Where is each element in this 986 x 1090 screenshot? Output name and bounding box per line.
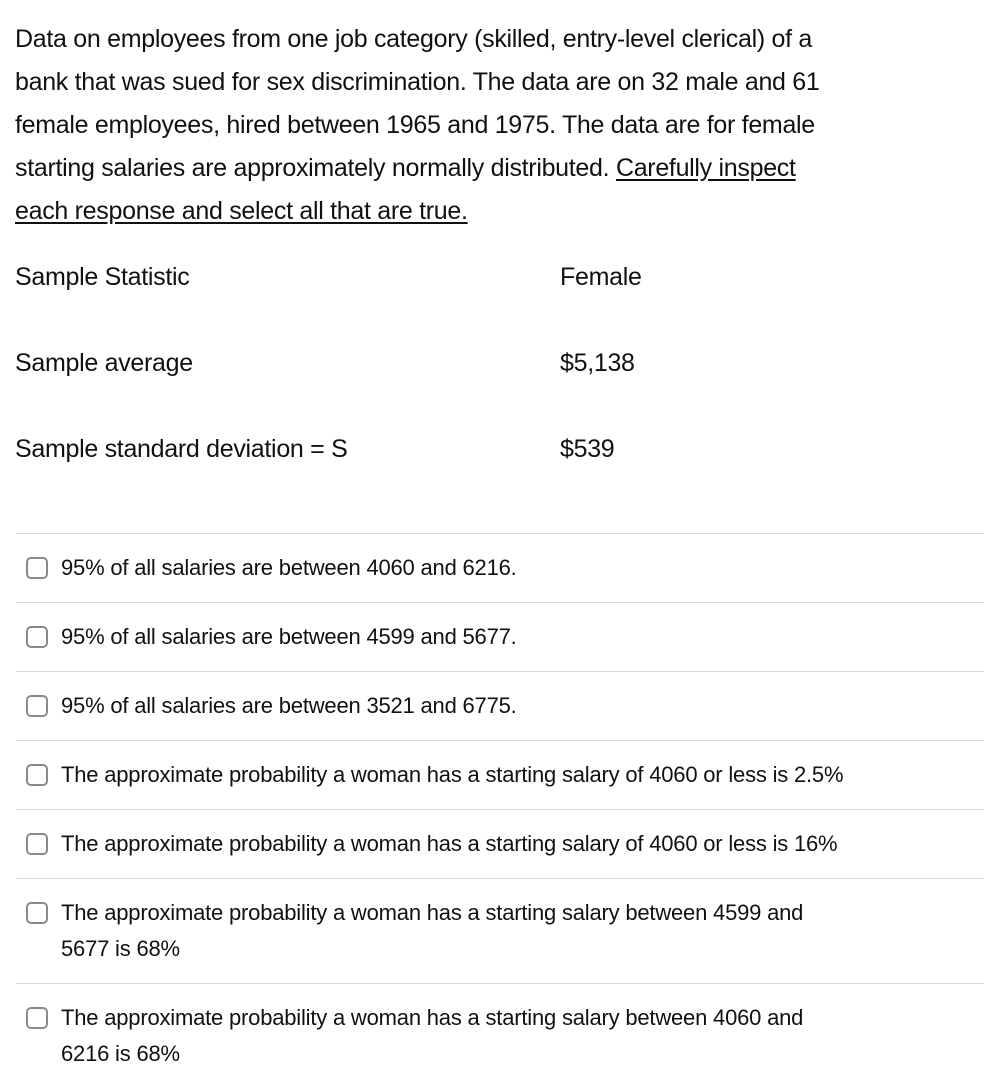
- option-label[interactable]: The approximate probability a woman has …: [61, 1005, 804, 1066]
- option-checkbox[interactable]: [26, 902, 48, 924]
- stats-row-stddev: Sample standard deviation = S $539: [15, 434, 971, 520]
- option-row[interactable]: 95% of all salaries are between 4060 and…: [16, 533, 984, 602]
- option-row[interactable]: The approximate probability a woman has …: [16, 878, 984, 983]
- option-checkbox[interactable]: [26, 557, 48, 579]
- stats-header-label: Sample Statistic: [15, 263, 190, 291]
- option-checkbox[interactable]: [26, 695, 48, 717]
- stat-value: $5,138: [560, 349, 635, 377]
- option-label[interactable]: 95% of all salaries are between 4599 and…: [61, 624, 517, 649]
- option-checkbox[interactable]: [26, 626, 48, 648]
- question-text-main: Data on employees from one job category …: [15, 25, 820, 182]
- stats-header-row: Sample Statistic Female: [15, 262, 971, 348]
- question-text-emphasis: Carefully inspect each response and sele…: [15, 154, 796, 225]
- stats-row-average: Sample average $5,138: [15, 348, 971, 434]
- option-checkbox[interactable]: [26, 833, 48, 855]
- stat-label: Sample standard deviation = S: [15, 435, 348, 463]
- option-label[interactable]: 95% of all salaries are between 4060 and…: [61, 555, 517, 580]
- option-checkbox[interactable]: [26, 1007, 48, 1029]
- stats-table: Sample Statistic Female Sample average $…: [15, 262, 971, 520]
- option-label[interactable]: The approximate probability a woman has …: [61, 831, 838, 856]
- option-row[interactable]: 95% of all salaries are between 4599 and…: [16, 602, 984, 671]
- option-row[interactable]: The approximate probability a woman has …: [16, 983, 984, 1088]
- stats-header-value: Female: [560, 263, 642, 291]
- option-row[interactable]: The approximate probability a woman has …: [16, 809, 984, 878]
- option-row[interactable]: 95% of all salaries are between 3521 and…: [16, 671, 984, 740]
- option-label[interactable]: The approximate probability a woman has …: [61, 762, 844, 787]
- option-label[interactable]: The approximate probability a woman has …: [61, 900, 804, 961]
- options-list: 95% of all salaries are between 4060 and…: [16, 533, 984, 1088]
- stat-value: $539: [560, 435, 615, 463]
- stat-label: Sample average: [15, 349, 193, 377]
- option-label[interactable]: 95% of all salaries are between 3521 and…: [61, 693, 517, 718]
- option-row[interactable]: The approximate probability a woman has …: [16, 740, 984, 809]
- option-checkbox[interactable]: [26, 764, 48, 786]
- question-text: Data on employees from one job category …: [0, 0, 986, 233]
